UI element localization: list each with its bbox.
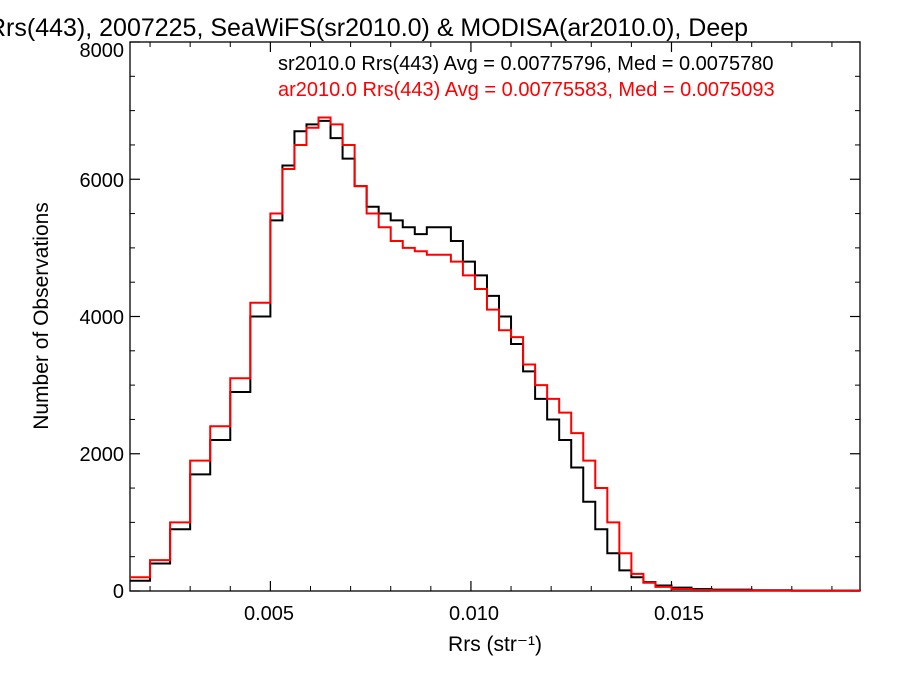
legend-stats-sr2010: sr2010.0 Rrs(443) Avg = 0.00775796, Med … [278, 53, 774, 75]
y-tick-label-2000: 2000 [80, 444, 125, 466]
y-tick-label-4000: 4000 [80, 307, 125, 329]
x-tick-label-0.010: 0.010 [449, 603, 499, 625]
legend-stats-ar2010: ar2010.0 Rrs(443) Avg = 0.00775583, Med … [278, 79, 775, 101]
x-axis-title: Rrs (str⁻¹) [448, 633, 542, 656]
y-tick-label-0: 0 [113, 581, 124, 603]
series-line-ar2010-0 [130, 116, 861, 592]
series-layer [130, 116, 861, 592]
x-axis [149, 42, 833, 591]
y-tick-label-8000: 8000 [80, 40, 125, 62]
y-tick-label-6000: 6000 [80, 170, 125, 192]
y-axis-title: Number of Observations [30, 202, 53, 430]
x-tick-label-0.015: 0.015 [654, 603, 704, 625]
x-tick-label-0.005: 0.005 [244, 603, 294, 625]
chart-title: Rrs(443), 2007225, SeaWiFS(sr2010.0) & M… [0, 14, 748, 42]
